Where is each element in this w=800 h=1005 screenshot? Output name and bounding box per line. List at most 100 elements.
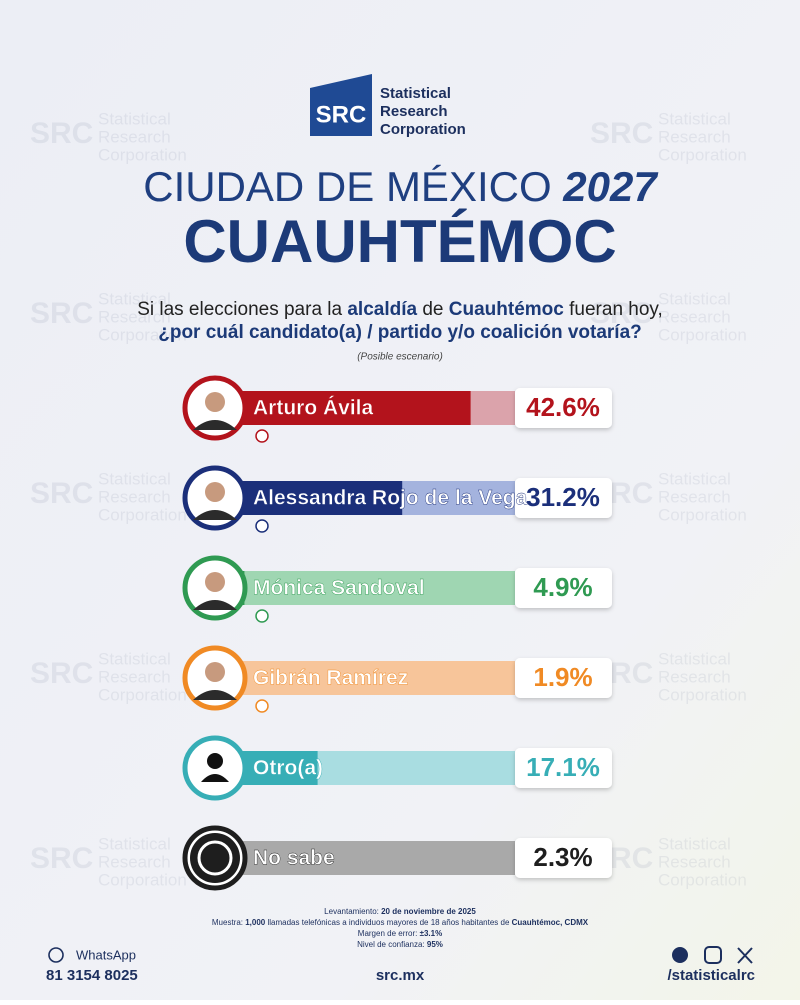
watermark-line: Corporation xyxy=(98,505,187,524)
q-part: fueran hoy, xyxy=(564,299,663,320)
watermark-line: Corporation xyxy=(98,145,187,164)
bar-track xyxy=(215,571,515,605)
watermark-line: Statistical xyxy=(658,649,731,668)
avatar-body xyxy=(193,690,237,700)
note: (Posible escenario) xyxy=(357,352,443,363)
watermark-line: Research xyxy=(98,127,171,146)
m: 1,000 xyxy=(245,918,266,927)
m: Nivel de confianza: xyxy=(357,940,427,949)
watermark-line: Research xyxy=(658,307,731,326)
watermark-line: Research xyxy=(658,667,731,686)
question-icon xyxy=(197,840,233,876)
avatar-head xyxy=(205,572,225,592)
logo-text: SRC xyxy=(316,101,367,128)
watermark-line: Statistical xyxy=(98,649,171,668)
party-logo xyxy=(255,609,269,623)
watermark-line: Statistical xyxy=(98,834,171,853)
party-logo xyxy=(255,699,269,713)
avatar-body xyxy=(193,510,237,520)
watermark-line: Research xyxy=(658,127,731,146)
watermark-line: Corporation xyxy=(98,325,187,344)
watermark-line: Statistical xyxy=(98,289,171,308)
m: llamadas telefónicas a individuos mayore… xyxy=(265,918,511,927)
avatar-head xyxy=(205,392,225,412)
brand-line: Statistical xyxy=(380,85,451,102)
logo-box xyxy=(310,74,372,136)
watermark-logo: SRC xyxy=(30,477,93,510)
title: CIUDAD DE MÉXICO 2027 xyxy=(143,163,658,210)
whatsapp-icon xyxy=(48,947,64,963)
subtitle: CUAUHTÉMOC xyxy=(183,208,616,275)
category-label: Otro(a) xyxy=(253,757,323,780)
watermark-line: Statistical xyxy=(658,289,731,308)
watermark-line: Research xyxy=(98,667,171,686)
bar-track xyxy=(215,841,515,875)
question: ¿por cuál candidato(a) / partido y/o coa… xyxy=(158,322,642,343)
m: Levantamiento: xyxy=(324,907,381,916)
avatar-head xyxy=(205,482,225,502)
watermark-line: Statistical xyxy=(98,469,171,488)
watermark-line: Statistical xyxy=(658,109,731,128)
footer: WhatsApp 81 3154 8025 src.mx /statistica… xyxy=(46,946,755,984)
watermark-logo: SRC xyxy=(590,117,653,150)
m: Margen de error: xyxy=(358,929,420,938)
avatar-head xyxy=(205,662,225,682)
watermark-logo: SRC xyxy=(30,842,93,875)
value-label: 4.9% xyxy=(533,572,592,602)
watermark-line: Corporation xyxy=(658,325,747,344)
watermark-line: Corporation xyxy=(658,145,747,164)
value-label: 42.6% xyxy=(526,392,600,422)
brand-line: Research xyxy=(380,103,448,120)
q-part: alcaldía xyxy=(347,299,417,320)
method-line: Levantamiento: 20 de noviembre de 2025 xyxy=(324,907,476,916)
party-logo xyxy=(255,429,269,443)
watermark-line: Research xyxy=(98,852,171,871)
watermark-line: Corporation xyxy=(658,870,747,889)
bar-track xyxy=(215,661,515,695)
m: 20 de noviembre de 2025 xyxy=(381,907,476,916)
title-text: CIUDAD DE MÉXICO xyxy=(143,163,551,210)
value-box xyxy=(515,478,612,518)
whatsapp-label: WhatsApp xyxy=(76,947,136,962)
value-label: 31.2% xyxy=(526,482,600,512)
value-box xyxy=(515,568,612,608)
m: ±3.1% xyxy=(420,929,443,938)
watermark-line: Corporation xyxy=(658,685,747,704)
party-logo xyxy=(255,519,269,533)
bar xyxy=(215,391,471,425)
website[interactable]: src.mx xyxy=(376,967,425,984)
instagram-icon[interactable] xyxy=(704,946,722,964)
watermark-line: Corporation xyxy=(98,685,187,704)
x-icon[interactable] xyxy=(737,947,753,964)
method-line: Muestra: 1,000 llamadas telefónicas a in… xyxy=(212,918,589,927)
value-box xyxy=(515,388,612,428)
watermark-line: Research xyxy=(98,487,171,506)
value-box xyxy=(515,658,612,698)
value-box xyxy=(515,838,612,878)
avatar-body xyxy=(193,420,237,430)
methodology: Levantamiento: 20 de noviembre de 2025 M… xyxy=(212,907,589,949)
watermark-logo: SRC xyxy=(590,297,653,330)
value-box xyxy=(515,748,612,788)
avatar-body xyxy=(193,600,237,610)
watermark-logo: SRC xyxy=(30,297,93,330)
category-label: Alessandra Rojo de la Vega xyxy=(253,487,528,510)
category-label: Gibrán Ramírez xyxy=(253,667,408,690)
method-line: Nivel de confianza: 95% xyxy=(357,940,443,949)
bars: 42.6% Arturo Ávila 31.2%Alessandra Rojo de… xyxy=(182,375,612,891)
m: Cuauhtémoc, CDMX xyxy=(512,918,589,927)
watermark-line: Statistical xyxy=(98,109,171,128)
avatar-head xyxy=(207,753,223,769)
avatar-fill xyxy=(190,833,240,883)
phone: 81 3154 8025 xyxy=(46,967,138,984)
watermark-line: Corporation xyxy=(658,505,747,524)
watermark-line: Statistical xyxy=(658,834,731,853)
title-year: 2027 xyxy=(562,163,658,210)
avatar-body xyxy=(201,774,229,782)
facebook-icon[interactable] xyxy=(672,947,688,963)
handle[interactable]: /statisticalrc xyxy=(667,967,755,984)
q-part: de xyxy=(417,299,449,320)
watermark-line: Research xyxy=(98,307,171,326)
